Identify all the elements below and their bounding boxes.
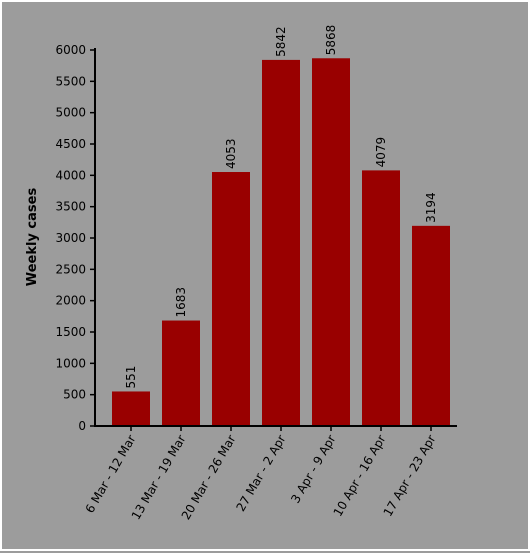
bars-layer (112, 58, 450, 426)
bar (162, 320, 200, 426)
bar (412, 225, 450, 426)
data-label: 4053 (224, 138, 238, 169)
y-tick-label: 0 (78, 419, 86, 433)
y-axis-title: Weekly cases (25, 188, 40, 287)
y-tick-label: 3500 (55, 200, 86, 214)
data-label: 4079 (374, 137, 388, 168)
x-tick-label: 17 Apr - 23 Apr (381, 432, 439, 518)
y-tick-label: 500 (63, 388, 86, 402)
x-tick-label: 13 Mar - 19 Mar (129, 432, 189, 522)
y-tick-label: 1000 (55, 356, 86, 370)
y-tick-label: 4500 (55, 137, 86, 151)
x-tick-label: 10 Apr - 16 Apr (331, 432, 389, 518)
y-axis: 0 500 1000 1500 2000 2500 3000 3500 4000 4500 5000… (55, 43, 96, 433)
y-tick-label: 2000 (55, 294, 86, 308)
data-label: 5868 (324, 25, 338, 56)
y-tick-label: 6000 (55, 43, 86, 57)
bar (262, 59, 300, 426)
y-tick-label: 1500 (55, 325, 86, 339)
data-label: 551 (124, 366, 138, 389)
data-label: 5842 (274, 26, 288, 57)
bar (112, 391, 150, 426)
y-tick-label: 2500 (55, 262, 86, 276)
x-tick-label: 27 Mar - 2 Apr (234, 432, 289, 513)
data-label: 3194 (424, 192, 438, 223)
x-tick-label: 3 Apr - 9 Apr (288, 432, 338, 505)
y-tick-label: 3000 (55, 231, 86, 245)
x-tick-label: 20 Mar - 26 Mar (179, 432, 239, 522)
bar (312, 58, 350, 426)
y-tick-label: 4000 (55, 168, 86, 182)
x-tick-label: 6 Mar - 12 Mar (83, 432, 139, 515)
y-tick-label: 5000 (55, 106, 86, 120)
bar (362, 170, 400, 426)
bar (212, 172, 250, 426)
y-tick-label: 5500 (55, 74, 86, 88)
data-label: 1683 (174, 287, 188, 318)
data-labels-layer: 551 1683 4053 5842 5868 4079 3194 (124, 25, 438, 389)
